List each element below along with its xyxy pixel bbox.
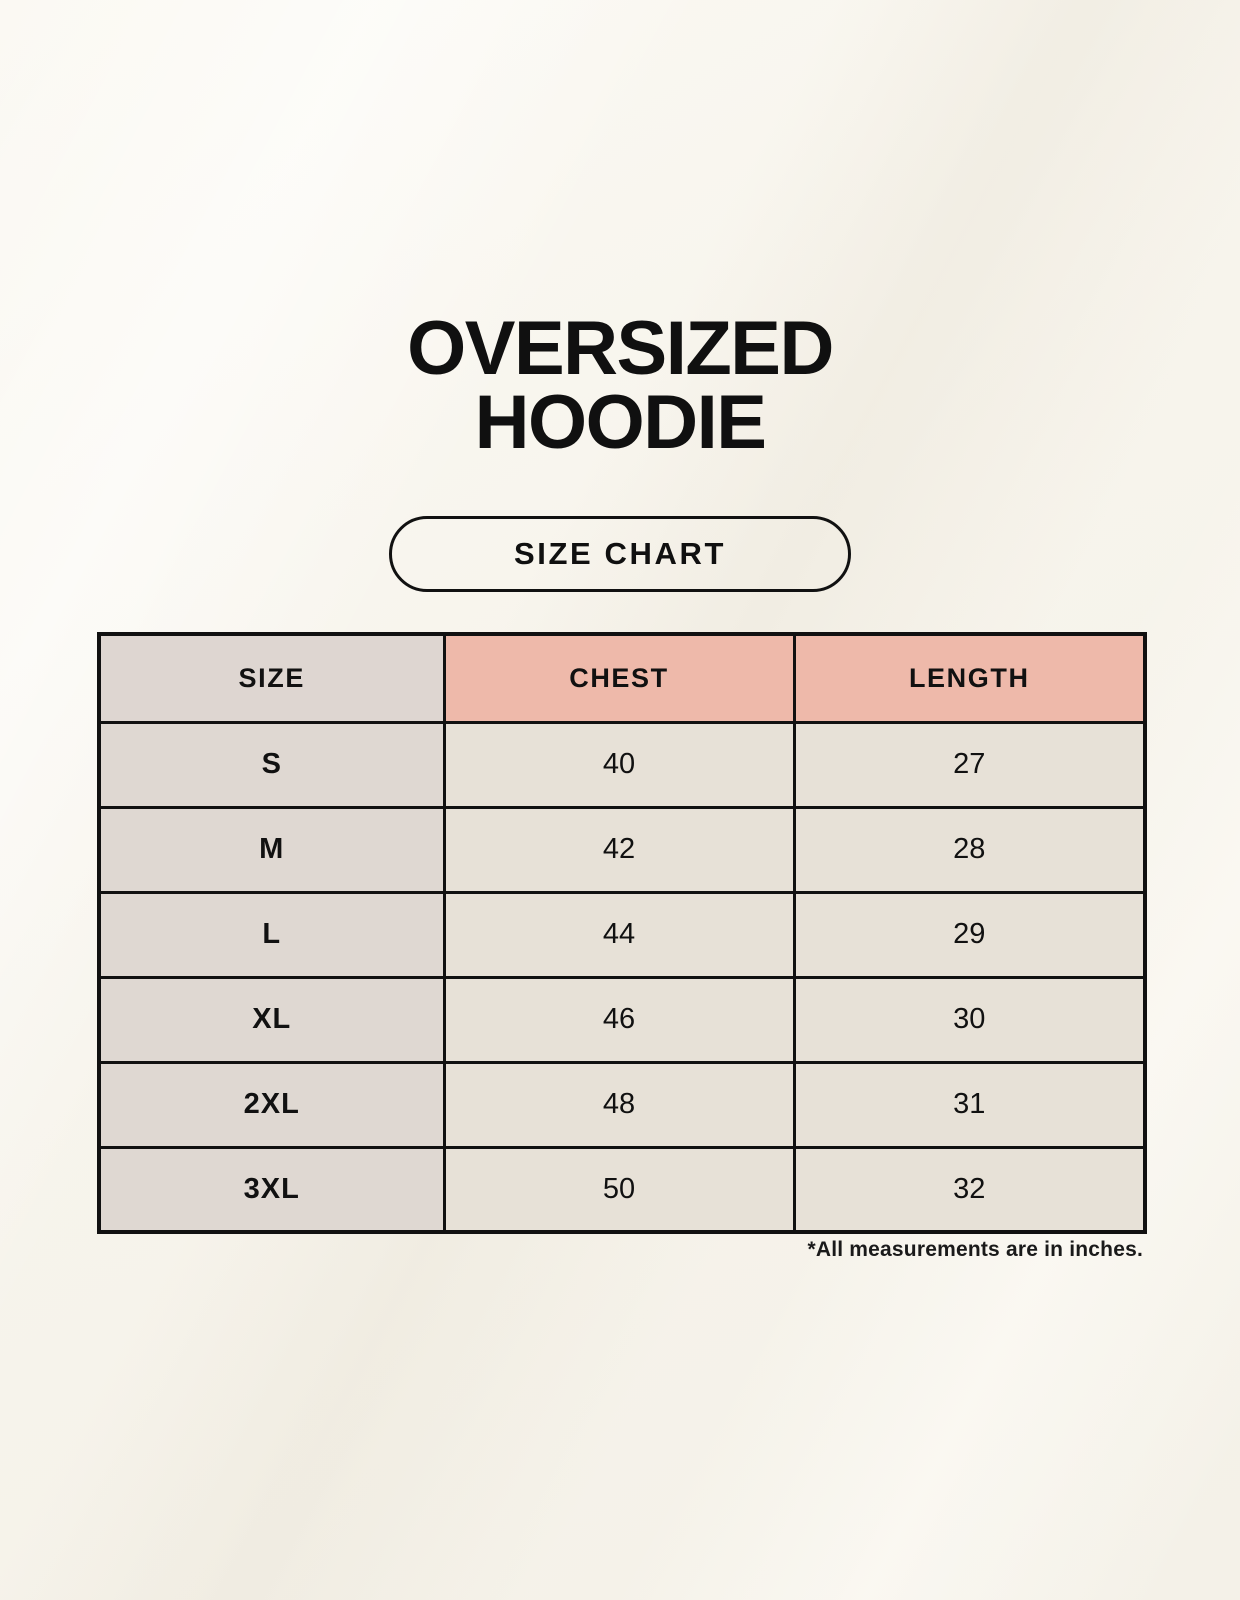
size-table-header: SIZE CHEST LENGTH — [97, 632, 1147, 724]
column-header-chest: CHEST — [442, 632, 796, 724]
title-line-1: OVERSIZED — [407, 306, 834, 391]
cell-chest: 44 — [442, 890, 796, 979]
size-chart-badge-label: SIZE CHART — [514, 536, 726, 571]
cell-size: 2XL — [97, 1060, 446, 1149]
cell-chest: 42 — [442, 805, 796, 894]
size-table-body: S 40 27 M 42 28 L 44 29 XL 46 30 — [97, 720, 1147, 1234]
table-row: XL 46 30 — [97, 975, 1147, 1064]
table-row: S 40 27 — [97, 720, 1147, 809]
column-header-size: SIZE — [97, 632, 446, 724]
cell-length: 31 — [792, 1060, 1147, 1149]
page-title: OVERSIZED HOODIE — [0, 306, 1240, 465]
column-header-length: LENGTH — [792, 632, 1147, 724]
cell-chest: 46 — [442, 975, 796, 1064]
table-row: 2XL 48 31 — [97, 1060, 1147, 1149]
cell-length: 28 — [792, 805, 1147, 894]
cell-length: 27 — [792, 720, 1147, 809]
table-row: L 44 29 — [97, 890, 1147, 979]
table-header-row: SIZE CHEST LENGTH — [97, 632, 1147, 724]
cell-size: M — [97, 805, 446, 894]
cell-chest: 40 — [442, 720, 796, 809]
cell-size: XL — [97, 975, 446, 1064]
table-row: 3XL 50 32 — [97, 1145, 1147, 1234]
cell-length: 30 — [792, 975, 1147, 1064]
cell-chest: 50 — [442, 1145, 796, 1234]
size-table-wrap: SIZE CHEST LENGTH S 40 27 M 42 28 L — [97, 632, 1147, 1234]
size-chart-badge-wrap: SIZE CHART — [0, 516, 1240, 592]
cell-length: 29 — [792, 890, 1147, 979]
cell-length: 32 — [792, 1145, 1147, 1234]
size-table: SIZE CHEST LENGTH S 40 27 M 42 28 L — [97, 632, 1147, 1234]
cell-size: S — [97, 720, 446, 809]
title-line-2: HOODIE — [474, 380, 767, 465]
cell-chest: 48 — [442, 1060, 796, 1149]
size-chart-badge: SIZE CHART — [389, 516, 851, 592]
measurements-footnote: *All measurements are in inches. — [807, 1238, 1143, 1261]
cell-size: 3XL — [97, 1145, 446, 1234]
cell-size: L — [97, 890, 446, 979]
table-row: M 42 28 — [97, 805, 1147, 894]
